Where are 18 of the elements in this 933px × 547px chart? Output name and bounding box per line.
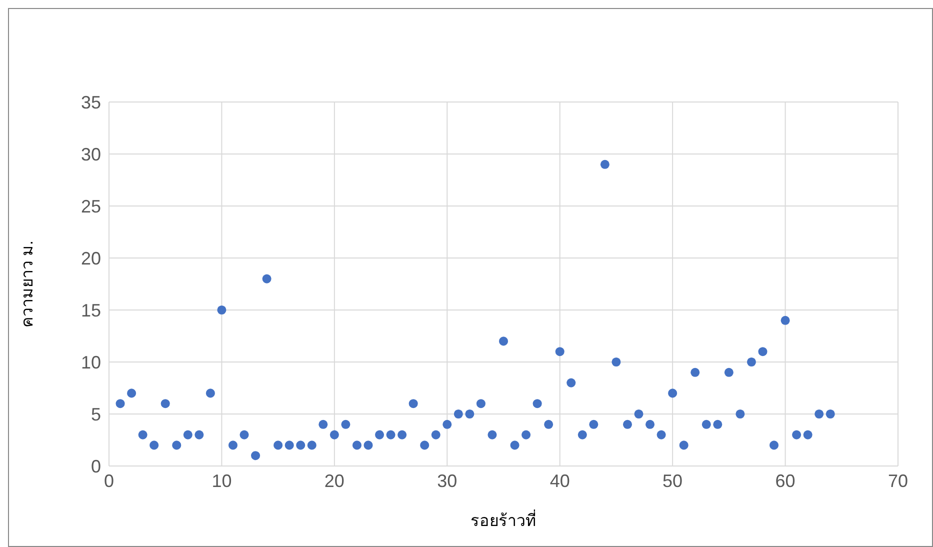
y-tick-label: 35 (80, 92, 101, 112)
y-tick-label: 25 (80, 196, 101, 216)
x-tick-label: 70 (888, 470, 908, 491)
x-tick-label: 30 (437, 470, 458, 491)
x-tick-label: 40 (550, 470, 570, 491)
y-tick-label: 15 (80, 300, 101, 320)
y-tick-label: 5 (90, 404, 101, 424)
x-axis-title: รอยร้าวที่ (470, 509, 536, 530)
x-tick-label: 10 (212, 470, 232, 491)
x-tick-label: 20 (324, 470, 344, 491)
y-tick-label: 30 (80, 144, 101, 164)
y-tick-label: 20 (80, 248, 101, 268)
x-tick-label: 50 (662, 470, 683, 491)
y-tick-label: 10 (80, 352, 101, 372)
x-tick-label: 60 (775, 470, 796, 491)
y-axis-title: ความยาว ม. (20, 240, 37, 328)
x-tick-label: 0 (104, 470, 114, 491)
y-tick-label: 0 (90, 456, 101, 476)
